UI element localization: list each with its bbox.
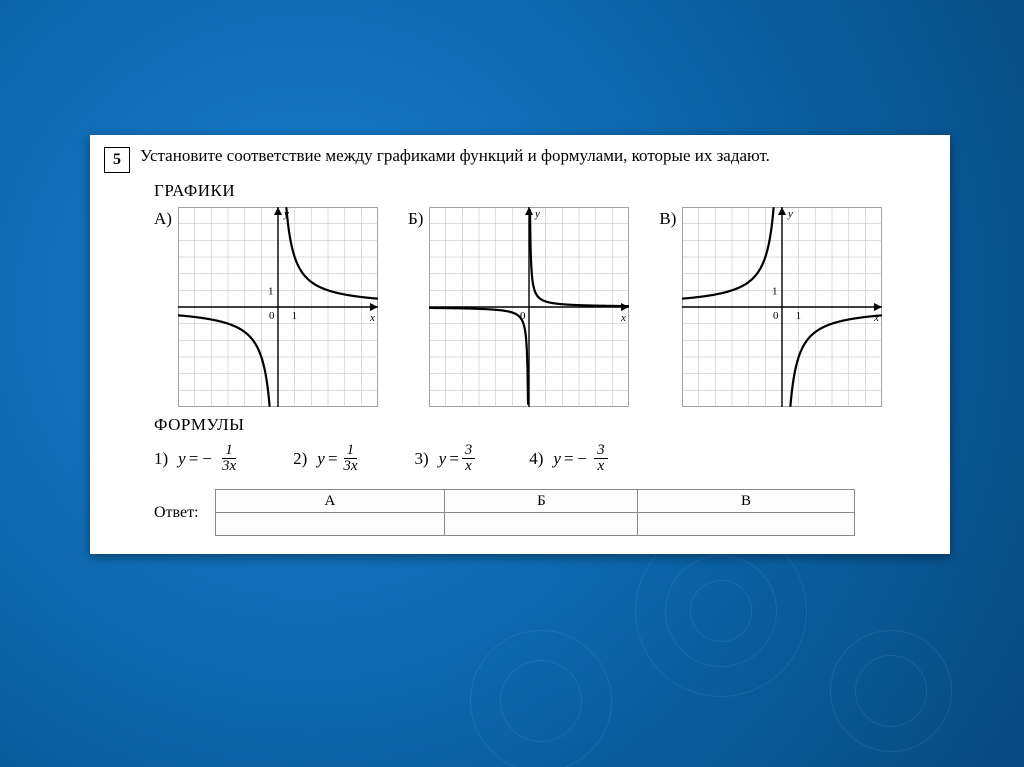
slide-background: 5 Установите соответствие между графикам… xyxy=(0,0,1024,767)
answer-input-cell[interactable] xyxy=(638,513,854,536)
formula-equation: y = − 13x xyxy=(178,443,239,476)
question-card: 5 Установите соответствие между графикам… xyxy=(90,135,950,554)
formula-number: 3) xyxy=(414,449,428,469)
formula-option: 1) y = − 13x xyxy=(154,443,239,476)
section-formulas-title: ФОРМУЛЫ xyxy=(154,415,936,435)
plot-wrap: А)xy011 xyxy=(154,207,378,407)
ripple-decoration xyxy=(830,630,952,752)
plot-label: Б) xyxy=(408,209,423,229)
question-text: Установите соответствие между графиками … xyxy=(140,145,770,168)
formula-number: 4) xyxy=(529,449,543,469)
plot-wrap: В) x y 0 1 1 xyxy=(659,207,882,407)
plot-Б): xy0 xyxy=(429,207,629,407)
plot-label: В) xyxy=(659,209,676,229)
plot-label: А) xyxy=(154,209,172,229)
formula-equation: y = 3x xyxy=(439,443,476,476)
svg-text:y: y xyxy=(534,208,540,220)
svg-text:0: 0 xyxy=(773,310,779,322)
ripple-decoration xyxy=(470,630,612,767)
section-graphs-title: ГРАФИКИ xyxy=(154,181,936,201)
svg-text:x: x xyxy=(620,312,626,324)
svg-text:1: 1 xyxy=(796,310,802,322)
formulas-row: 1) y = − 13x 2) y = 13x 3) y = 3x 4) y = − 3x xyxy=(154,443,936,476)
formula-number: 1) xyxy=(154,449,168,469)
formula-option: 2) y = 13x xyxy=(293,443,360,476)
plot-А): xy011 xyxy=(178,207,378,407)
svg-text:x: x xyxy=(873,312,879,324)
answer-input-cell[interactable] xyxy=(445,513,638,536)
svg-text:1: 1 xyxy=(772,285,778,297)
formula-number: 2) xyxy=(293,449,307,469)
formula-equation: y = 13x xyxy=(317,443,360,476)
svg-text:0: 0 xyxy=(269,310,275,322)
answer-header-cell: В xyxy=(638,490,854,513)
answer-row: Ответ: АБВ xyxy=(154,489,936,536)
formula-option: 3) y = 3x xyxy=(414,443,475,476)
answer-header-cell: А xyxy=(215,490,445,513)
svg-text:x: x xyxy=(369,312,375,324)
plot-wrap: Б)xy0 xyxy=(408,207,629,407)
answer-table: АБВ xyxy=(215,489,855,536)
svg-text:y: y xyxy=(787,208,793,220)
svg-text:1: 1 xyxy=(292,310,298,322)
plot-В): x y 0 1 1 xyxy=(682,207,882,407)
answer-header-cell: Б xyxy=(445,490,638,513)
answer-input-cell[interactable] xyxy=(215,513,445,536)
plots-row: А)xy011Б)xy0В)xy011 xyxy=(154,207,936,407)
answer-label: Ответ: xyxy=(154,504,199,522)
svg-text:1: 1 xyxy=(268,285,274,297)
question-number: 5 xyxy=(104,147,130,173)
formula-equation: y = − 3x xyxy=(553,443,607,476)
question-row: 5 Установите соответствие между графикам… xyxy=(104,145,936,173)
formula-option: 4) y = − 3x xyxy=(529,443,607,476)
